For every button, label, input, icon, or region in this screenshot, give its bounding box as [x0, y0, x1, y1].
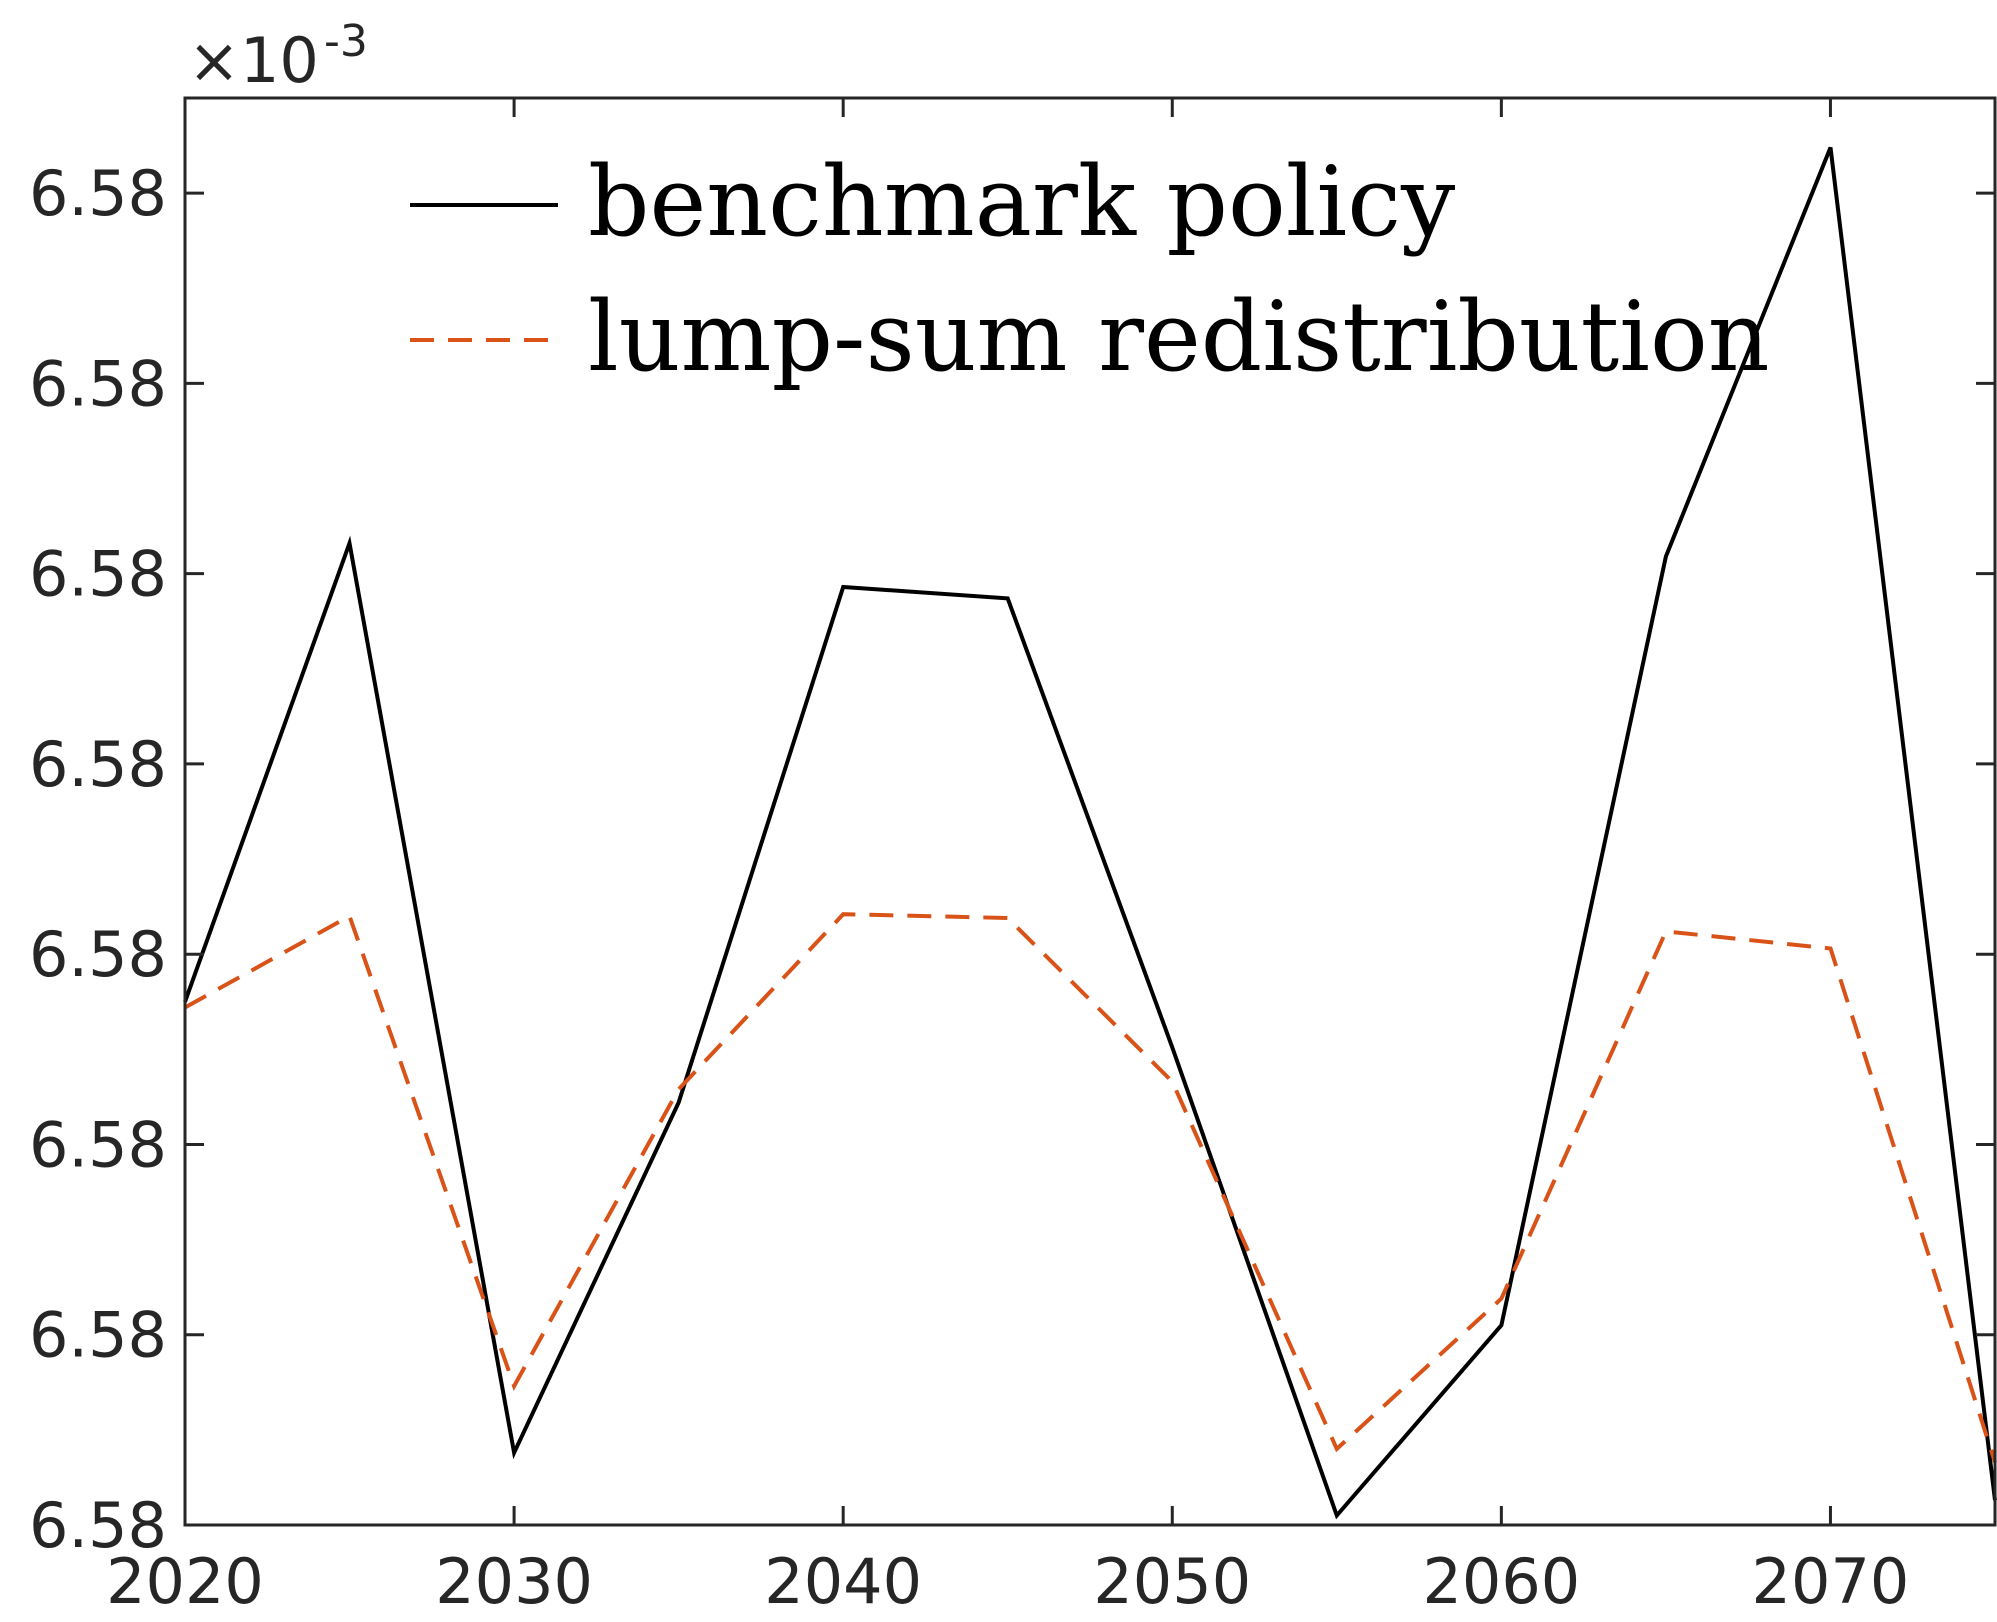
x-tick-label: 2020	[106, 1545, 264, 1618]
x-tick-label: 2070	[1752, 1545, 1910, 1618]
y-tick-label: 6.58	[29, 918, 167, 991]
series-layer	[183, 146, 1997, 1520]
x-tick-label: 2060	[1422, 1545, 1580, 1618]
y-exponent-label: ×10 -3	[188, 16, 368, 97]
plot-area-frame	[183, 96, 1997, 1527]
y-tick-label: 6.58	[29, 1299, 167, 1372]
legend-label-2: lump-sum redistribution	[588, 281, 1770, 393]
y-exponent-power: -3	[324, 16, 368, 67]
series-line-2	[184, 912, 1997, 1463]
tick-layer: 2020 2030 2040 2050 2060 2070 6.58 6.58 6.58 6.58…	[29, 98, 1995, 1618]
y-tick-label: 6.58	[29, 1108, 167, 1181]
y-tick-label: 6.58	[29, 157, 167, 230]
y-tick-label: 6.58	[29, 538, 167, 611]
y-tick-label: 6.58	[29, 728, 167, 801]
series-line-1	[183, 146, 1997, 1520]
x-tick-label: 2030	[435, 1545, 593, 1618]
y-tick-label: 6.58	[29, 1489, 167, 1562]
plot-area-background	[185, 98, 1995, 1525]
legend-label-1: benchmark policy	[588, 146, 1455, 258]
x-tick-label: 2050	[1093, 1545, 1251, 1618]
y-exponent-base: ×10	[188, 24, 319, 97]
x-tick-label: 2040	[764, 1545, 922, 1618]
y-tick-label: 6.58	[29, 347, 167, 420]
legend: benchmark policy lump-sum redistribution	[410, 146, 1770, 393]
